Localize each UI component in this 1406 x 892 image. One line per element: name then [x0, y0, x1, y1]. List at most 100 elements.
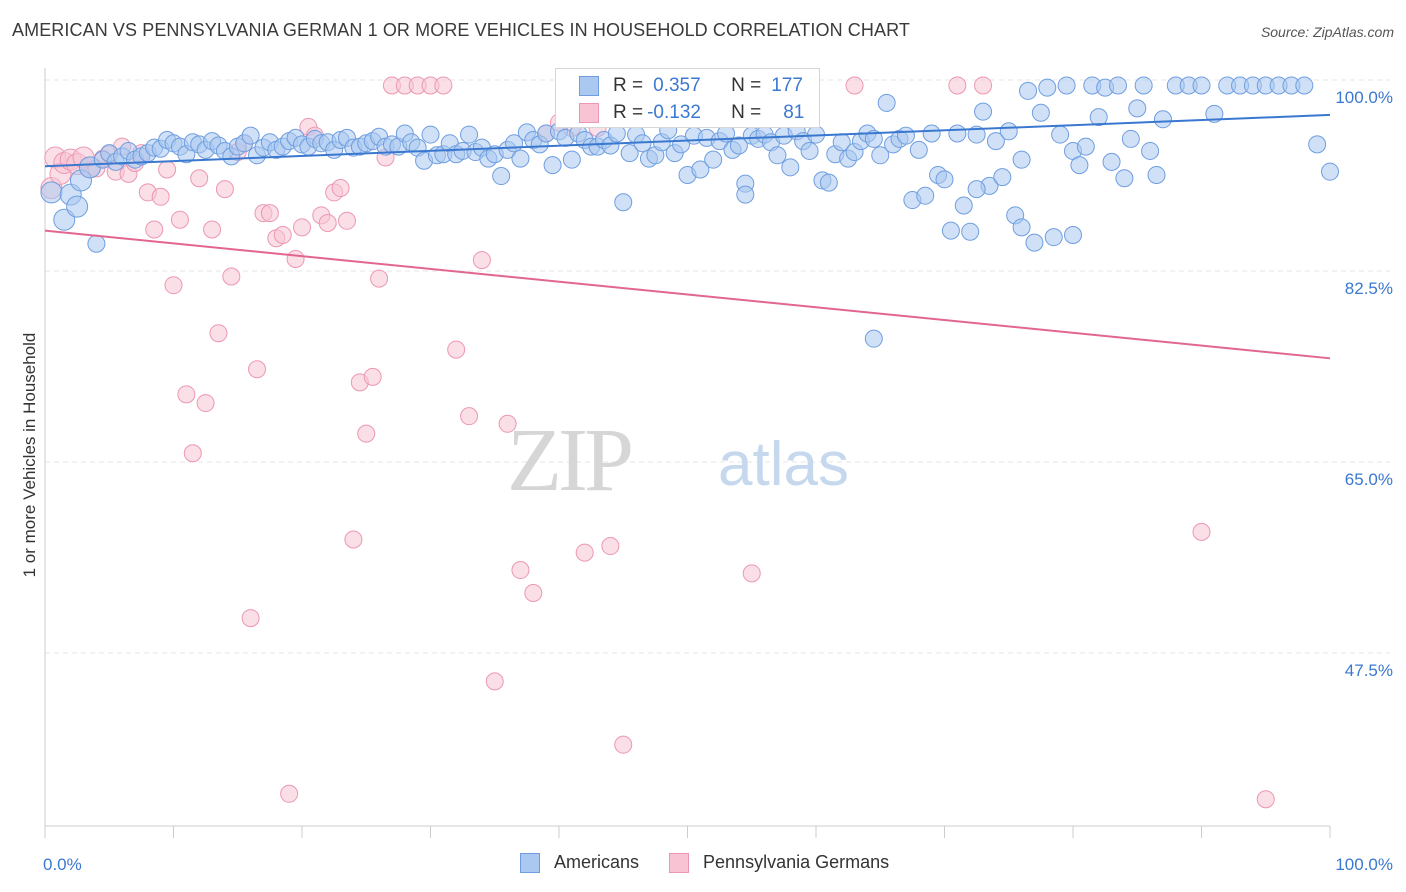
point-pennsylvania-germans	[974, 76, 993, 95]
point-americans	[1141, 141, 1160, 160]
point-pennsylvania-germans	[280, 784, 299, 803]
x-tick-label: 0.0%	[43, 855, 82, 874]
legend-swatch-americans	[579, 76, 599, 96]
point-pennsylvania-germans	[145, 220, 164, 239]
legend-row-pennsylvania-germans: R = -0.132 N = 81	[556, 100, 804, 126]
point-americans	[781, 158, 800, 177]
point-americans	[1012, 218, 1031, 237]
point-pennsylvania-germans	[344, 530, 363, 549]
point-americans	[819, 173, 838, 192]
point-americans	[1070, 156, 1089, 175]
point-americans	[916, 186, 935, 205]
point-americans	[993, 168, 1012, 187]
point-americans	[871, 146, 890, 165]
legend-r-label: R =	[613, 75, 644, 96]
point-americans	[1153, 110, 1172, 129]
point-pennsylvania-germans	[1256, 790, 1275, 809]
point-americans	[1019, 81, 1038, 100]
point-americans	[935, 170, 954, 189]
point-americans	[1205, 104, 1224, 123]
point-americans	[1064, 225, 1082, 244]
point-americans	[864, 129, 883, 148]
trend-line-americans	[44, 113, 1331, 168]
point-pennsylvania-germans	[158, 160, 177, 179]
point-pennsylvania-germans	[614, 735, 633, 754]
point-americans	[967, 180, 986, 199]
point-americans	[614, 193, 633, 212]
series-legend: Americans Pennsylvania Germans	[520, 852, 919, 873]
y-tick-label: 65.0%	[1345, 470, 1393, 489]
point-americans	[1308, 135, 1327, 154]
point-pennsylvania-germans	[286, 249, 305, 268]
point-americans	[66, 195, 89, 218]
point-americans	[1147, 165, 1166, 184]
legend-n-value: 81	[783, 102, 805, 123]
point-americans	[1038, 78, 1057, 97]
point-americans	[909, 140, 928, 159]
point-pennsylvania-germans	[601, 537, 620, 556]
point-pennsylvania-germans	[177, 385, 196, 404]
point-americans	[1128, 99, 1147, 118]
point-pennsylvania-germans	[190, 169, 209, 188]
correlation-legend: R = 0.357 N = 177 R = -0.132 N = 81	[555, 68, 820, 128]
point-americans	[1057, 76, 1076, 95]
legend-n-label: N =	[731, 75, 762, 96]
point-americans	[954, 196, 973, 215]
point-americans	[967, 125, 986, 144]
point-americans	[1295, 76, 1314, 95]
point-pennsylvania-germans	[215, 180, 234, 199]
legend-label-americans: Americans	[554, 852, 640, 872]
point-americans	[729, 136, 748, 155]
point-americans	[704, 150, 723, 169]
point-americans	[492, 167, 511, 186]
point-pennsylvania-germans	[363, 367, 382, 386]
point-pennsylvania-germans	[164, 276, 183, 295]
point-pennsylvania-germans	[447, 340, 466, 359]
point-americans	[1121, 129, 1140, 148]
watermark-atlas: atlas	[718, 430, 849, 499]
point-pennsylvania-germans	[222, 267, 241, 286]
point-pennsylvania-germans	[524, 583, 543, 602]
point-pennsylvania-germans	[357, 424, 376, 443]
point-americans	[948, 124, 967, 143]
legend-n-label: N =	[731, 102, 762, 123]
tick-labels: 100.0% 82.5% 65.0% 47.5% 0.0% 100.0%	[43, 88, 1393, 874]
point-pennsylvania-germans	[370, 269, 389, 288]
legend-n-value: 177	[771, 75, 803, 96]
point-pennsylvania-germans	[248, 360, 267, 379]
point-pennsylvania-germans	[151, 187, 170, 206]
point-pennsylvania-germans	[196, 394, 215, 413]
point-americans	[941, 221, 960, 240]
point-americans	[620, 144, 639, 163]
point-pennsylvania-germans	[260, 204, 279, 223]
point-americans	[460, 125, 479, 144]
point-americans	[691, 160, 710, 179]
point-americans	[961, 222, 980, 241]
point-americans	[1025, 233, 1044, 252]
point-pennsylvania-germans	[498, 414, 517, 433]
point-americans	[974, 102, 993, 121]
point-pennsylvania-germans	[170, 210, 189, 229]
point-americans	[1192, 76, 1211, 95]
point-pennsylvania-germans	[434, 76, 453, 95]
legend-swatch-americans	[520, 852, 540, 873]
point-americans	[1012, 150, 1031, 169]
point-americans	[1321, 162, 1339, 181]
point-americans	[511, 149, 530, 168]
point-americans	[1108, 76, 1127, 95]
point-pennsylvania-germans	[485, 672, 504, 691]
chart-title: AMERICAN VS PENNSYLVANIA GERMAN 1 OR MOR…	[12, 20, 910, 40]
point-pennsylvania-germans	[948, 76, 967, 95]
point-pennsylvania-germans	[241, 609, 260, 628]
point-pennsylvania-germans	[273, 225, 292, 244]
trend-line-pennsylvania-germans	[44, 229, 1331, 360]
point-pennsylvania-germans	[209, 324, 228, 343]
point-americans	[922, 124, 941, 143]
point-pennsylvania-germans	[183, 444, 202, 463]
legend-r-value: 0.357	[653, 75, 701, 96]
legend-item-pennsylvania-germans: Pennsylvania Germans	[669, 852, 889, 873]
point-pennsylvania-germans	[203, 220, 222, 239]
point-pennsylvania-germans	[337, 211, 356, 230]
legend-row-americans: R = 0.357 N = 177	[556, 73, 803, 99]
